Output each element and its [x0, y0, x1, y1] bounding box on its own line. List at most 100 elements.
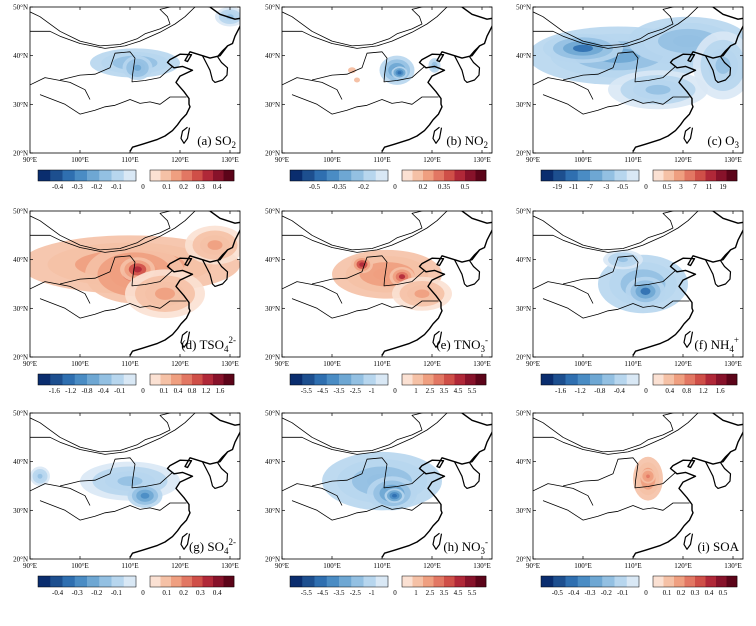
colorbar-swatch	[111, 374, 125, 385]
lon-tick-label: 110°E	[121, 156, 138, 164]
lon-tick-label: 130°E	[473, 360, 491, 368]
colorbar-tick-label: -3.5	[333, 387, 345, 395]
colorbar-tick-label: -7	[587, 183, 593, 191]
panel-label: (h) NO3-	[443, 537, 488, 556]
colorbar-swatch	[326, 374, 340, 385]
colorbar-swatch	[123, 374, 137, 385]
field-contour	[397, 71, 402, 75]
field-contour	[645, 84, 671, 95]
colorbar-swatch	[465, 374, 476, 385]
lon-tick-label: 110°E	[121, 562, 138, 570]
colorbar-swatch	[465, 576, 476, 587]
lat-tick-label: 40°N	[265, 256, 280, 264]
field-contour	[646, 474, 650, 479]
colorbar-tick-label: -0.2	[91, 183, 103, 191]
lat-tick-label: 40°N	[13, 52, 28, 60]
colorbar-swatch	[602, 576, 615, 587]
colorbar-tick-label: 1.6	[716, 387, 725, 395]
colorbar-tick-label: 0.1	[162, 589, 171, 597]
lon-tick-label: 110°E	[373, 562, 390, 570]
colorbar-tick-label: 0.1	[160, 387, 169, 395]
lon-tick-label: 110°E	[121, 360, 138, 368]
colorbar-tick-label: 0.2	[419, 183, 428, 191]
colorbar-swatch	[726, 576, 738, 587]
field-contour	[414, 289, 430, 298]
colorbar-swatch	[213, 576, 224, 587]
colorbar-swatch	[302, 374, 315, 385]
colorbar-tick-label: 11	[706, 183, 713, 191]
colorbar-tick-label: 1	[414, 387, 418, 395]
colorbar-swatch	[181, 374, 193, 385]
colorbar-tick-label: -3.5	[333, 589, 345, 597]
field-contour	[133, 266, 142, 273]
colorbar-swatch	[111, 576, 125, 587]
colorbar-swatch	[454, 170, 466, 181]
field-contour	[673, 34, 703, 48]
map-panel-b: 90°E 100°E 110°E 120°E 130°E 50°N 40°N 30°N 20°N…	[265, 4, 493, 191]
colorbar: -19 -11 -7 -3 -0.5 0 0.5 3 7 11 19	[540, 169, 738, 191]
colorbar-swatch	[716, 170, 727, 181]
colorbar-tick-label: 0.2	[179, 183, 188, 191]
map-panel-g: 90°E 100°E 110°E 120°E 130°E 50°N 40°N 30°N 20°N…	[13, 410, 241, 597]
colorbar-swatch	[614, 374, 628, 385]
lon-tick-label: 120°E	[674, 156, 692, 164]
colorbar-swatch	[87, 576, 100, 587]
lat-tick-label: 50°N	[516, 4, 531, 12]
field-contour	[618, 257, 628, 263]
colorbar-tick-label: -2.5	[350, 387, 362, 395]
colorbar: -1.6 -1.2 -0.8 -0.4 -0.1 0 0.1 0.4 0.8 1.2 1.6	[37, 373, 235, 395]
lon-tick-label: 100°E	[574, 360, 592, 368]
colorbar-swatch	[653, 170, 664, 181]
colorbar-swatch	[663, 170, 675, 181]
lon-tick-label: 110°E	[624, 360, 641, 368]
colorbar-tick-label: 0	[393, 589, 397, 597]
panel-label: (i) SOA	[697, 539, 739, 554]
colorbar-swatch	[192, 170, 203, 181]
map-frame	[29, 412, 241, 560]
colorbar-swatch	[590, 374, 603, 385]
lat-tick-label: 50°N	[265, 4, 280, 12]
colorbar-swatch	[684, 576, 696, 587]
colorbar-swatch	[433, 576, 445, 587]
colorbar-swatch	[663, 374, 675, 385]
lon-tick-label: 90°E	[23, 360, 37, 368]
colorbar-swatch	[339, 576, 352, 587]
colorbar-swatch	[577, 170, 591, 181]
lat-tick-label: 40°N	[516, 52, 531, 60]
colorbar-swatch	[475, 374, 487, 385]
colorbar-swatch	[695, 374, 706, 385]
colorbar-swatch	[339, 170, 352, 181]
lon-tick-label: 120°E	[674, 360, 692, 368]
colorbar-swatch	[695, 576, 706, 587]
colorbar-swatch	[181, 576, 193, 587]
lon-tick-label: 90°E	[526, 562, 540, 570]
colorbar-tick-label: 0	[644, 387, 648, 395]
map-frame	[281, 412, 493, 560]
colorbar-tick-label: 0.1	[663, 589, 672, 597]
colorbar: -1.6 -1.2 -0.8 -0.4 0 0.4 0.8 1.2 1.6	[540, 373, 738, 395]
colorbar-swatch	[351, 576, 364, 587]
field-contour	[133, 64, 142, 71]
colorbar-tick-label: -0.3	[72, 589, 84, 597]
boundary-lines	[533, 7, 743, 153]
colorbar-swatch	[684, 374, 696, 385]
field-contour	[354, 77, 360, 83]
colorbar-swatch	[290, 576, 303, 587]
colorbar-tick-label: 0.5	[719, 589, 728, 597]
colorbar-swatch	[302, 576, 315, 587]
colorbar-tick-label: 0.4	[213, 589, 222, 597]
lon-tick-label: 100°E	[323, 156, 341, 164]
colorbar-tick-label: 0.8	[188, 387, 197, 395]
field-overlay	[598, 249, 688, 314]
map-panel-e: 90°E 100°E 110°E 120°E 130°E 50°N 40°N 30°N 20°N…	[265, 208, 493, 395]
colorbar-swatch	[444, 576, 455, 587]
colorbar-swatch	[314, 576, 328, 587]
colorbar-swatch	[454, 374, 466, 385]
colorbar-swatch	[375, 170, 389, 181]
lat-tick-label: 20°N	[13, 354, 28, 362]
colorbar-tick-label: -0.5	[309, 183, 321, 191]
colorbar-swatch	[653, 374, 664, 385]
lat-tick-label: 30°N	[13, 101, 28, 109]
colorbar-swatch	[653, 576, 664, 587]
